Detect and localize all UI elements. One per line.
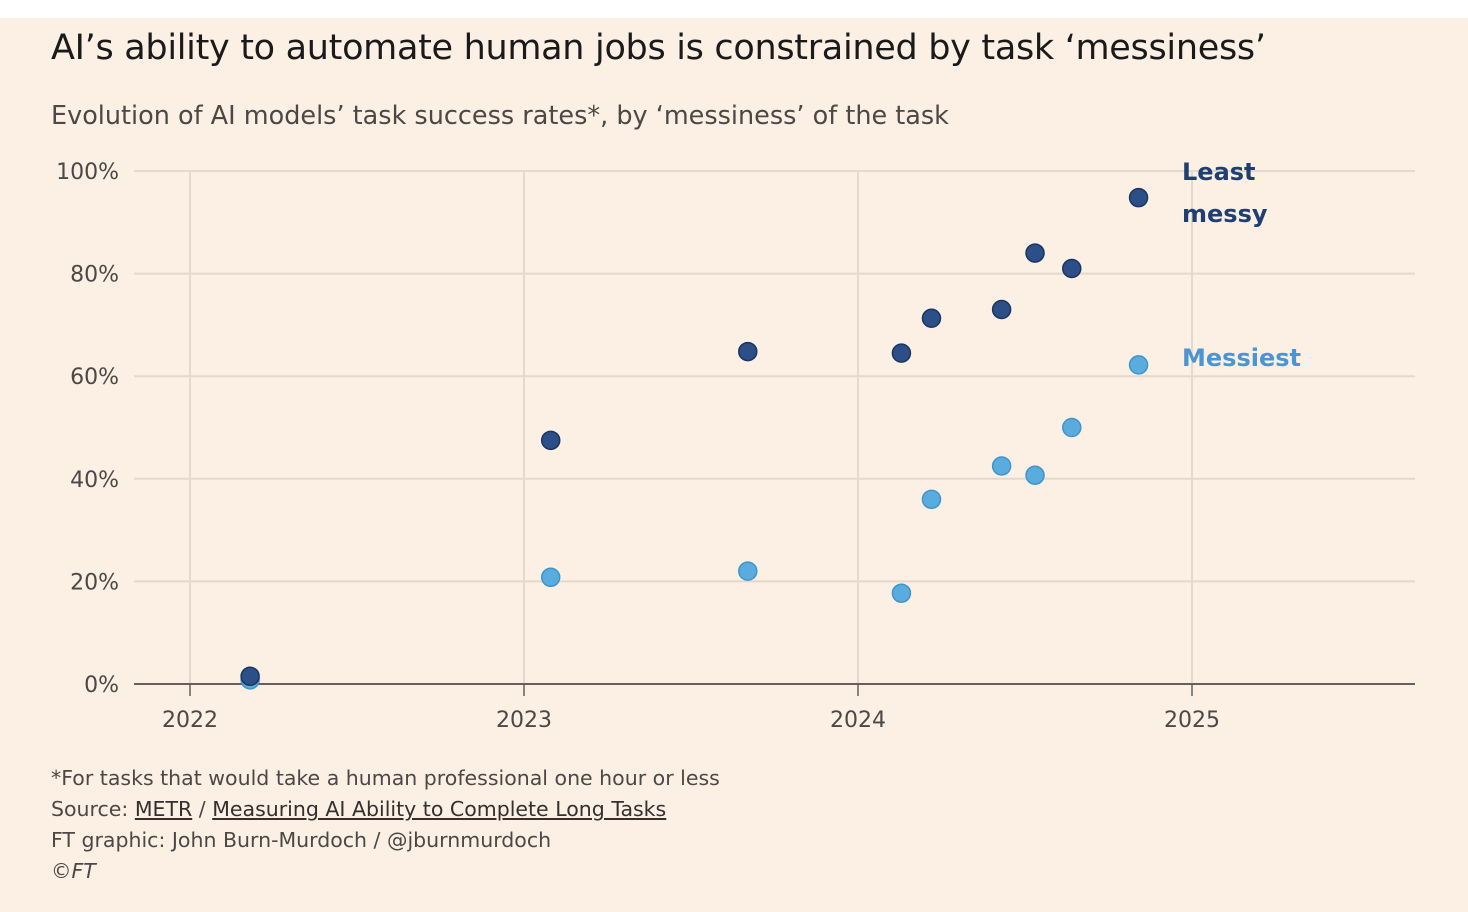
point-least-messy (738, 341, 758, 362)
x-tick-label: 2025 (1164, 708, 1220, 733)
y-tick-label: 60% (70, 365, 119, 390)
x-axis-ticks: 2022 2023 2024 2025 (134, 683, 1415, 733)
point-least-messy (1062, 258, 1082, 279)
source-separator: / (192, 797, 213, 821)
point-least-messy (921, 308, 942, 328)
source-link-paper[interactable]: Measuring AI Ability to Complete Long Ta… (212, 797, 667, 821)
data-points (240, 187, 1149, 690)
point-least-messy (240, 666, 260, 687)
x-tick-label: 2023 (496, 708, 552, 733)
point-least-messy (1128, 187, 1149, 208)
point-messiest (891, 583, 912, 603)
x-tick-label: 2024 (830, 708, 886, 733)
point-least-messy (991, 299, 1012, 320)
label-messiest: Messiest (1182, 344, 1301, 372)
point-messiest (1025, 465, 1045, 485)
point-least-messy (891, 343, 912, 363)
series-labels: Least messy Messiest (1182, 158, 1301, 372)
point-messiest (540, 567, 561, 588)
footer: *For tasks that would take a human profe… (51, 763, 720, 887)
label-least-messy: messy (1182, 200, 1268, 228)
point-messiest (738, 561, 758, 581)
point-least-messy (540, 430, 561, 451)
x-tick-label: 2022 (162, 708, 218, 733)
y-axis-ticks: 0% 20% 40% 60% 80% 100% (56, 160, 119, 698)
copyright: ©FT (51, 859, 96, 883)
y-tick-label: 0% (84, 673, 119, 698)
y-tick-label: 20% (70, 570, 119, 595)
chart-title: AI’s ability to automate human jobs is c… (51, 28, 1266, 68)
point-least-messy (1025, 243, 1045, 263)
source-prefix: Source: (51, 797, 135, 821)
grid (134, 170, 1415, 684)
source-link-metr[interactable]: METR (134, 797, 193, 821)
point-messiest (921, 489, 942, 510)
footnote: *For tasks that would take a human profe… (51, 766, 720, 790)
y-tick-label: 40% (70, 468, 119, 493)
y-tick-label: 80% (70, 263, 119, 288)
point-messiest (991, 456, 1012, 476)
point-messiest (1128, 355, 1149, 375)
label-least-messy: Least (1182, 158, 1256, 186)
source-line: Source: METR / Measuring AI Ability to C… (51, 794, 720, 825)
y-tick-label: 100% (56, 160, 119, 185)
chart-card (0, 18, 1468, 912)
point-messiest (1062, 417, 1082, 438)
chart-subtitle: Evolution of AI models’ task success rat… (51, 101, 949, 131)
graphic-credit: FT graphic: John Burn-Murdoch / @jburnmu… (51, 828, 552, 852)
